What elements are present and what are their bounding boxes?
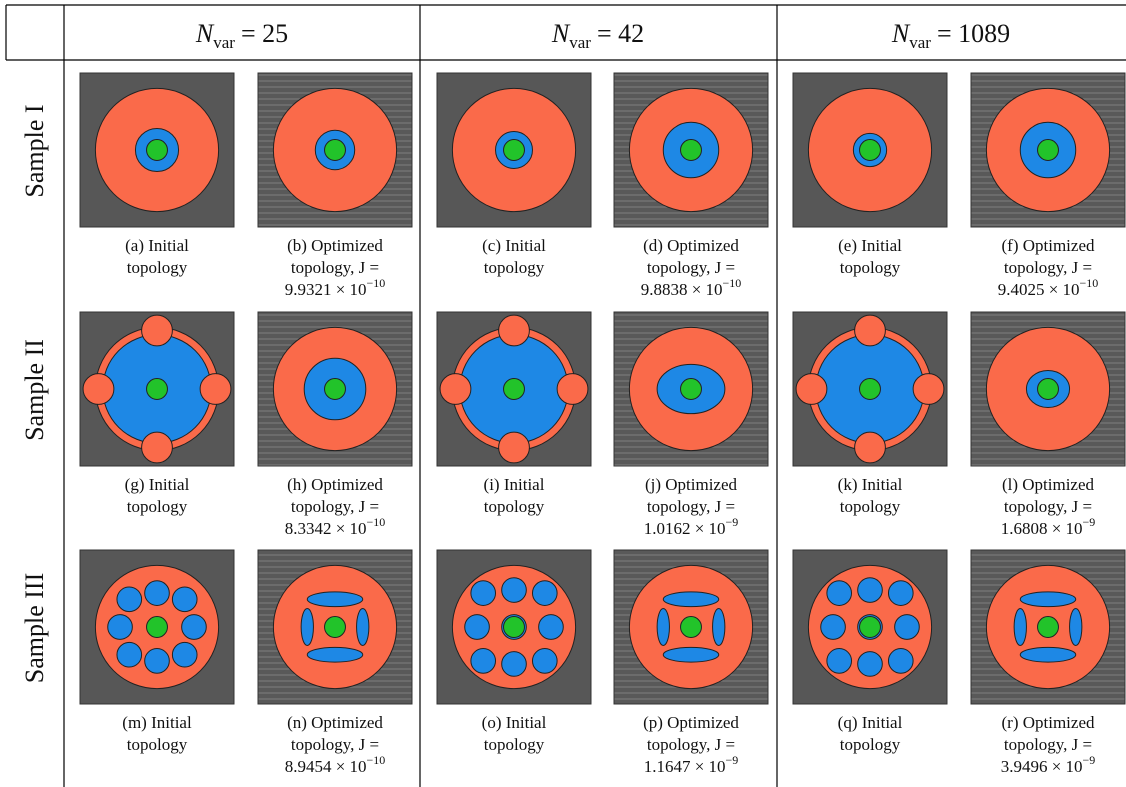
topology-image (792, 311, 948, 467)
caption-value: 1.6808 × 10−9 (1001, 515, 1096, 538)
caption-line: topology, J = (1004, 258, 1092, 277)
column-header: Nvar = 1089 (891, 19, 1010, 52)
value-exponent: −10 (367, 753, 386, 767)
topology-image (436, 311, 592, 467)
header-value: = 42 (597, 19, 644, 48)
topology-image (613, 549, 769, 705)
topology-image (79, 311, 235, 467)
caption-line: (m) Initial (122, 713, 192, 732)
caption-line: topology, J = (291, 735, 379, 754)
topology-image (970, 549, 1126, 705)
caption-line: (p) Optimized (643, 713, 739, 732)
caption-line: topology (840, 497, 901, 516)
caption-line: topology (484, 258, 545, 277)
value-mantissa: 9.9321 × 10 (285, 280, 367, 299)
caption-line: topology, J = (1004, 735, 1092, 754)
caption-line: topology, J = (291, 258, 379, 277)
caption-value: 3.9496 × 10−9 (1001, 753, 1096, 776)
caption-value: 1.1647 × 10−9 (644, 753, 739, 776)
caption-line: (l) Optimized (1002, 475, 1095, 494)
caption-line: topology, J = (291, 497, 379, 516)
caption-line: (c) Initial (482, 236, 546, 255)
topology-image (613, 311, 769, 467)
value-exponent: −10 (367, 515, 386, 529)
value-exponent: −10 (1080, 276, 1099, 290)
header-subscript: var (569, 33, 591, 52)
caption-value: 1.0162 × 10−9 (644, 515, 739, 538)
caption-line: (q) Initial (838, 713, 903, 732)
header-symbol: N (195, 19, 215, 48)
header-symbol: N (551, 19, 571, 48)
caption-line: (e) Initial (838, 236, 902, 255)
caption-line: (g) Initial (125, 475, 190, 494)
caption-line: (k) Initial (838, 475, 903, 494)
value-exponent: −9 (726, 515, 739, 529)
topology-image (970, 311, 1126, 467)
value-mantissa: 9.4025 × 10 (998, 280, 1080, 299)
caption-line: (j) Optimized (645, 475, 738, 494)
caption-line: (i) Initial (484, 475, 545, 494)
topology-image (436, 549, 592, 705)
topology-image (436, 72, 592, 228)
topology-image (792, 549, 948, 705)
value-mantissa: 8.3342 × 10 (285, 519, 367, 538)
caption-line: (b) Optimized (287, 236, 383, 255)
value-mantissa: 1.0162 × 10 (644, 519, 726, 538)
column-header: Nvar = 42 (551, 19, 644, 52)
caption-line: (r) Optimized (1002, 713, 1095, 732)
caption-value: 9.9321 × 10−10 (285, 276, 386, 299)
table-borders (5, 4, 1126, 787)
topology-image (792, 72, 948, 228)
caption-line: topology (127, 497, 188, 516)
caption-line: (n) Optimized (287, 713, 383, 732)
topology-image (79, 72, 235, 228)
caption-line: topology (840, 735, 901, 754)
value-exponent: −10 (723, 276, 742, 290)
topology-image (257, 72, 413, 228)
caption-line: topology (127, 735, 188, 754)
caption-line: (o) Initial (482, 713, 547, 732)
value-exponent: −9 (1083, 753, 1096, 767)
caption-value: 9.4025 × 10−10 (998, 276, 1099, 299)
topology-image (613, 72, 769, 228)
topology-image (257, 549, 413, 705)
row-label: Sample I (20, 104, 49, 197)
caption-line: topology (484, 497, 545, 516)
caption-value: 9.8838 × 10−10 (641, 276, 742, 299)
row-label: Sample II (20, 339, 49, 441)
value-mantissa: 9.8838 × 10 (641, 280, 723, 299)
topology-image (970, 72, 1126, 228)
value-mantissa: 3.9496 × 10 (1001, 757, 1083, 776)
value-exponent: −10 (367, 276, 386, 290)
value-exponent: −9 (1083, 515, 1096, 529)
column-header: Nvar = 25 (195, 19, 288, 52)
header-subscript: var (213, 33, 235, 52)
caption-line: topology (484, 735, 545, 754)
caption-line: (h) Optimized (287, 475, 383, 494)
value-exponent: −9 (726, 753, 739, 767)
caption-line: (a) Initial (125, 236, 189, 255)
caption-line: topology, J = (1004, 497, 1092, 516)
header-value: = 25 (241, 19, 288, 48)
caption-line: topology, J = (647, 497, 735, 516)
topology-image (79, 549, 235, 705)
value-mantissa: 1.1647 × 10 (644, 757, 726, 776)
caption-line: (d) Optimized (643, 236, 739, 255)
topology-image (257, 311, 413, 467)
caption-line: (f) Optimized (1002, 236, 1095, 255)
caption-line: topology (840, 258, 901, 277)
value-mantissa: 8.9454 × 10 (285, 757, 367, 776)
header-symbol: N (891, 19, 911, 48)
caption-line: topology, J = (647, 258, 735, 277)
caption-value: 8.9454 × 10−10 (285, 753, 386, 776)
row-label: Sample III (20, 573, 49, 683)
value-mantissa: 1.6808 × 10 (1001, 519, 1083, 538)
header-subscript: var (909, 33, 931, 52)
caption-line: topology, J = (647, 735, 735, 754)
header-value: = 1089 (937, 19, 1010, 48)
caption-line: topology (127, 258, 188, 277)
caption-value: 8.3342 × 10−10 (285, 515, 386, 538)
